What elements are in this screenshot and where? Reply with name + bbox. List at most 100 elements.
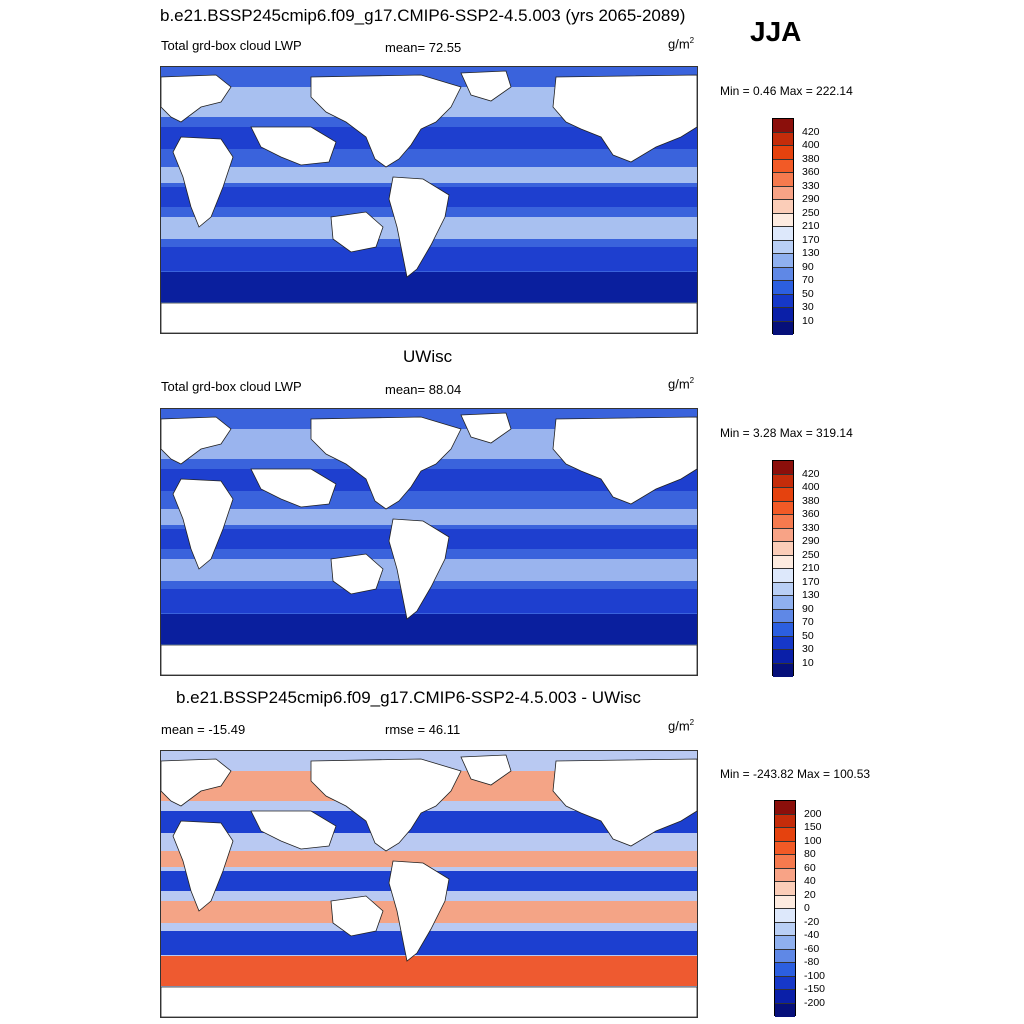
land-mass xyxy=(310,758,462,852)
colorbar-segment xyxy=(775,801,795,815)
colorbar-segment xyxy=(773,281,793,295)
colorbar-label: 130 xyxy=(802,247,820,259)
ocean-band xyxy=(161,589,697,613)
world-map-obs xyxy=(161,409,697,675)
colorbar-label: 60 xyxy=(804,861,816,874)
land-mass xyxy=(460,70,512,102)
panel-mean-label: mean= 88.04 xyxy=(385,382,462,397)
colorbar-label: 290 xyxy=(802,535,820,547)
colorbar-label: 90 xyxy=(802,602,814,615)
colorbar-segment xyxy=(773,528,793,542)
ocean-band xyxy=(161,614,697,644)
colorbar-segment xyxy=(773,515,793,529)
colorbar-label: 10 xyxy=(802,656,814,669)
land-mass xyxy=(161,416,232,465)
land-mass xyxy=(161,758,232,807)
colorbar-segment xyxy=(775,855,795,869)
colorbar-segment xyxy=(773,321,793,335)
colorbar-label: 150 xyxy=(804,821,822,833)
land-mass xyxy=(250,468,337,508)
colorbar-segment xyxy=(773,213,793,227)
panel-left-label: Total grd-box cloud LWP xyxy=(161,379,302,394)
colorbar-segment xyxy=(773,308,793,322)
colorbar-segment xyxy=(773,267,793,281)
colorbar-label: 210 xyxy=(802,220,820,232)
colorbar-label: 170 xyxy=(802,233,820,246)
colorbar-label: 80 xyxy=(804,848,816,860)
colorbar-label: 420 xyxy=(802,467,820,480)
colorbar-label: 420 xyxy=(802,125,820,138)
colorbar-segment xyxy=(773,596,793,610)
colorbar-label: 330 xyxy=(802,521,820,534)
colorbar-label: -80 xyxy=(804,956,820,968)
colorbar-segment xyxy=(773,146,793,160)
colorbar-label: 40 xyxy=(804,875,816,887)
colorbar-segment xyxy=(773,294,793,308)
panel-mean-label: mean= 72.55 xyxy=(385,40,462,55)
colorbar-segment xyxy=(773,636,793,650)
colorbar-label: 100 xyxy=(804,834,822,847)
colorbar-label: 400 xyxy=(802,481,820,493)
land-mass xyxy=(552,758,697,847)
colorbar-label: 290 xyxy=(802,193,820,205)
colorbar-segment xyxy=(773,501,793,515)
colorbar-segment xyxy=(773,119,793,133)
colorbar-segment xyxy=(773,461,793,475)
colorbar-segment xyxy=(773,186,793,200)
colorbar-segment xyxy=(775,882,795,896)
land-mass xyxy=(460,412,512,444)
land-mass xyxy=(161,644,697,675)
min-max-label: Min = 0.46 Max = 222.14 xyxy=(720,84,853,98)
colorbar-segment xyxy=(775,895,795,909)
colorbar-label: 250 xyxy=(802,206,820,219)
colorbar-segment xyxy=(773,227,793,241)
panel-left-label: mean = -15.49 xyxy=(161,722,246,737)
colorbar-segment xyxy=(773,200,793,214)
colorbar-segment xyxy=(773,240,793,254)
colorbar-segment xyxy=(773,474,793,488)
colorbar-label: 50 xyxy=(802,287,814,300)
ocean-band xyxy=(161,272,697,302)
ocean-band xyxy=(161,167,697,183)
panel-rmse-label: rmse = 46.11 xyxy=(385,722,461,737)
colorbar-segment xyxy=(773,488,793,502)
colorbar-segment xyxy=(775,1003,795,1017)
colorbar-label: 30 xyxy=(802,643,814,655)
ocean-band xyxy=(161,956,697,986)
colorbar-label: 90 xyxy=(802,260,814,273)
colorbar-label: -40 xyxy=(804,929,820,941)
land-mass xyxy=(172,820,234,912)
land-mass xyxy=(310,416,462,510)
colorbar-label: 130 xyxy=(802,589,820,601)
land-mass xyxy=(330,553,384,595)
colorbar-segment xyxy=(775,814,795,828)
land-mass xyxy=(330,895,384,937)
land-mass xyxy=(330,211,384,253)
land-mass xyxy=(310,74,462,168)
colorbar-segment xyxy=(773,542,793,556)
colorbar-label: -20 xyxy=(804,915,820,928)
colorbar-segment xyxy=(775,990,795,1004)
units-label: g/m2 xyxy=(668,376,695,392)
colorbar-label: 360 xyxy=(802,166,820,178)
land-mass xyxy=(250,810,337,850)
colorbar-label: 70 xyxy=(802,274,814,286)
land-mass xyxy=(552,416,697,505)
colorbar-label: 330 xyxy=(802,179,820,192)
colorbar-label: -100 xyxy=(804,969,826,982)
colorbar-segment xyxy=(773,623,793,637)
colorbar-segment xyxy=(773,173,793,187)
panel-left-label: Total grd-box cloud LWP xyxy=(161,38,302,53)
min-max-label: Min = 3.28 Max = 319.14 xyxy=(720,426,853,440)
colorbar-label: 20 xyxy=(804,888,816,901)
season-label: JJA xyxy=(750,16,802,47)
colorbar-segment xyxy=(775,922,795,936)
colorbar-label: 380 xyxy=(802,494,820,507)
land-mass xyxy=(552,74,697,163)
colorbar-segment xyxy=(773,132,793,146)
map-panel xyxy=(160,750,698,1018)
ocean-band xyxy=(161,851,697,867)
colorbar-label: 10 xyxy=(802,314,814,327)
colorbar-segment xyxy=(775,949,795,963)
land-mass xyxy=(172,478,234,570)
